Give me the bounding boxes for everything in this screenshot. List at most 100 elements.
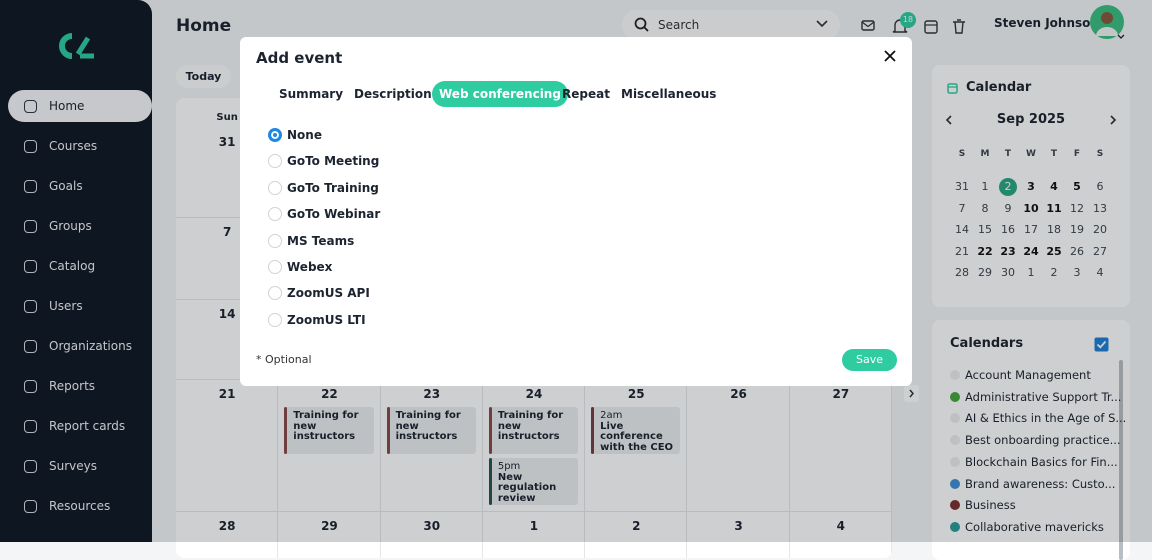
mini-date[interactable]: 12 (1070, 201, 1084, 215)
mini-weekday: W (1026, 149, 1036, 159)
mini-date[interactable]: 20 (1093, 223, 1107, 237)
event[interactable]: Training for new instructors (284, 407, 374, 454)
mini-date[interactable]: 23 (1000, 244, 1016, 258)
event-color-bar (488, 458, 492, 505)
mini-date[interactable]: 13 (1093, 201, 1107, 215)
search-box[interactable]: Search (622, 10, 840, 40)
radio-button[interactable] (268, 154, 282, 169)
mini-date[interactable]: 5 (1073, 180, 1081, 193)
mini-date[interactable]: 14 (955, 223, 969, 237)
calendar-item[interactable]: Account Management (950, 368, 1091, 382)
conference-option[interactable]: ZoomUS API (268, 284, 370, 302)
conference-option[interactable]: None (268, 126, 322, 144)
mini-date[interactable]: 1 (1027, 266, 1035, 280)
conference-option[interactable]: MS Teams (268, 232, 354, 250)
mini-date[interactable]: 22 (977, 244, 993, 258)
mini-date[interactable]: 2 (1050, 266, 1058, 280)
radio-button[interactable] (268, 233, 282, 248)
nav-item[interactable]: Users (8, 290, 152, 322)
today-button[interactable]: Today (176, 65, 231, 88)
mini-date[interactable]: 27 (1093, 244, 1107, 258)
nav-item[interactable]: Catalog (8, 250, 152, 282)
mini-date[interactable]: 29 (978, 266, 992, 280)
calendar-item[interactable]: Blockchain Basics for Fin... (950, 455, 1118, 469)
next-month[interactable] (1108, 114, 1118, 126)
modal-tab[interactable]: Summary (279, 87, 344, 101)
nav-item[interactable]: Goals (8, 170, 152, 202)
nav-item[interactable]: Report cards (8, 410, 152, 442)
close-button[interactable] (883, 49, 897, 63)
mini-date[interactable]: 19 (1070, 223, 1084, 237)
mini-date[interactable]: 7 (958, 201, 966, 215)
event[interactable]: 2am Live conference with the CEO (591, 407, 681, 454)
calendar-item[interactable]: Collaborative mavericks (950, 520, 1104, 534)
conference-option[interactable]: GoTo Webinar (268, 205, 380, 223)
mini-date[interactable]: 4 (1050, 180, 1058, 193)
nav-item[interactable]: Courses (8, 130, 152, 162)
calendar-item[interactable]: Best onboarding practice... (950, 433, 1121, 447)
conference-option[interactable]: Webex (268, 258, 332, 276)
mini-calendar-title: Calendar (966, 80, 1032, 95)
mini-date[interactable]: 3 (1027, 180, 1035, 193)
event-title: Training for new instructors (395, 410, 461, 442)
calendar-item[interactable]: Administrative Support Tr... (950, 390, 1121, 404)
event[interactable]: Training for new instructors (386, 407, 476, 454)
nav-item[interactable]: Resources (8, 490, 152, 522)
next-week-button[interactable] (904, 385, 919, 402)
modal-tab[interactable]: Description (354, 87, 432, 101)
day-number: 24 (525, 387, 543, 401)
select-all-checkbox[interactable] (1094, 337, 1109, 352)
mini-date[interactable]: 25 (1046, 244, 1062, 258)
save-button[interactable]: Save (842, 349, 897, 371)
nav-item[interactable]: Surveys (8, 450, 152, 482)
prev-month[interactable] (944, 114, 954, 126)
radio-button[interactable] (268, 312, 282, 327)
mini-date[interactable]: 9 (1004, 201, 1012, 215)
modal-tab[interactable]: Web conferencing (432, 81, 568, 107)
mini-date[interactable]: 16 (1001, 223, 1015, 237)
mini-date[interactable]: 2 (999, 178, 1017, 196)
mini-date[interactable]: 30 (1001, 266, 1015, 280)
day-number: 2 (632, 519, 641, 533)
mini-date[interactable]: 3 (1073, 266, 1081, 280)
calendar-item[interactable]: Brand awareness: Custo... (950, 477, 1115, 491)
mini-date[interactable]: 21 (955, 244, 969, 258)
scrollbar[interactable] (1119, 360, 1123, 560)
nav-item[interactable]: Reports (8, 370, 152, 402)
mini-date[interactable]: 11 (1046, 201, 1062, 215)
modal-tab[interactable]: Miscellaneous (621, 87, 717, 101)
mini-date[interactable]: 24 (1023, 244, 1039, 258)
mini-date[interactable]: 17 (1024, 223, 1038, 237)
mini-date[interactable]: 28 (955, 266, 969, 280)
event[interactable]: 5pm New regulation review (488, 458, 579, 505)
radio-button[interactable] (268, 260, 282, 274)
nav-item[interactable]: Organizations (8, 330, 152, 362)
nav-item[interactable]: Home (8, 90, 152, 122)
user-name[interactable]: Steven Johnson (994, 16, 1099, 30)
conference-option[interactable]: GoTo Training (268, 179, 379, 197)
radio-button[interactable] (268, 180, 282, 195)
conference-option[interactable]: ZoomUS LTI (268, 311, 366, 329)
radio-button[interactable] (268, 207, 282, 222)
mini-date[interactable]: 4 (1096, 266, 1104, 280)
conference-option[interactable]: GoTo Meeting (268, 152, 379, 170)
notification-badge[interactable]: 18 (900, 12, 916, 28)
mini-date[interactable]: 8 (981, 201, 989, 215)
mini-date[interactable]: 18 (1047, 223, 1061, 237)
logo[interactable] (56, 32, 96, 60)
mini-date[interactable]: 1 (981, 180, 989, 193)
calendar-item[interactable]: Business (950, 498, 1016, 512)
avatar[interactable] (1089, 4, 1129, 44)
mini-date[interactable]: 15 (978, 223, 992, 237)
calendar-item[interactable]: AI & Ethics in the Age of S... (950, 411, 1126, 425)
modal-tab[interactable]: Repeat (562, 87, 610, 101)
mini-date[interactable]: 6 (1096, 180, 1104, 193)
radio-button[interactable] (268, 128, 282, 142)
radio-button[interactable] (268, 286, 282, 301)
mini-date[interactable]: 26 (1070, 244, 1084, 258)
mini-date[interactable]: 10 (1023, 201, 1039, 215)
mini-date[interactable]: 31 (955, 180, 969, 193)
event[interactable]: Training for new instructors (488, 407, 579, 454)
nav-item[interactable]: Groups (8, 210, 152, 242)
search-dropdown[interactable] (816, 19, 828, 29)
